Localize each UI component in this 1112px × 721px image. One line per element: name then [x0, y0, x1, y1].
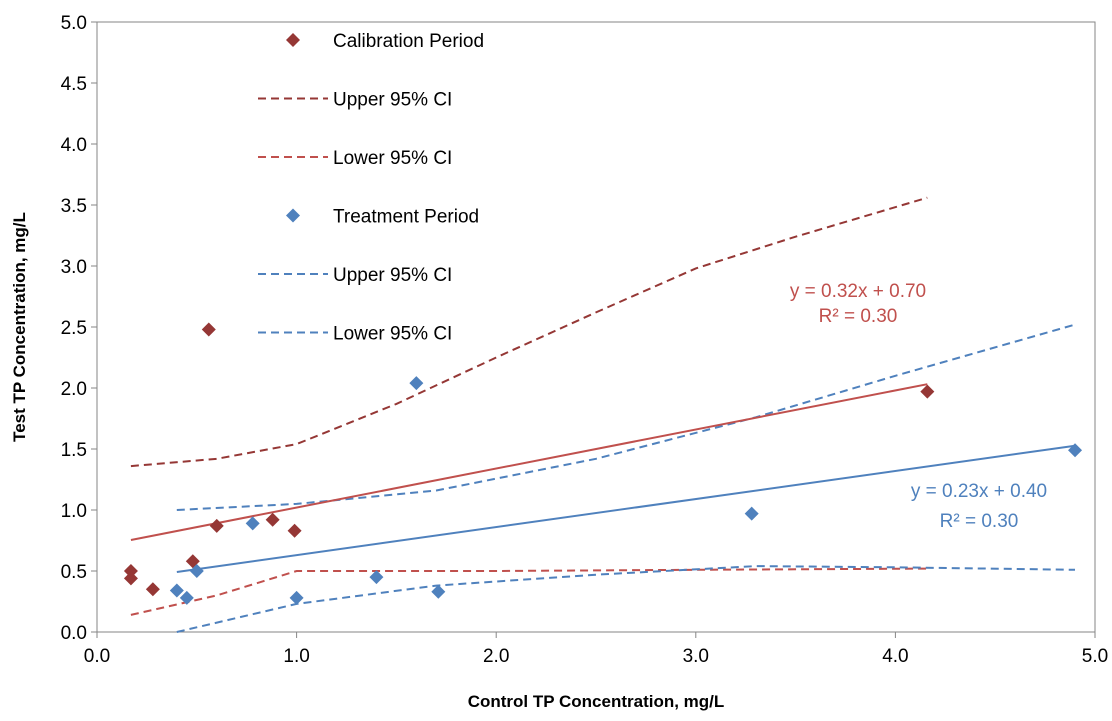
data-point: [287, 523, 302, 538]
legend-label: Upper 95% CI: [333, 265, 452, 286]
axes: 0.0 1.0 2.0 3.0 4.0 5.0 0.0 0.5 1.0 1.5 2.0 2.5 3.0 3…: [61, 13, 1109, 667]
data-point: [123, 564, 138, 578]
data-point: [744, 506, 759, 521]
x-tick-label: 4.0: [882, 646, 908, 667]
x-tick-label: 1.0: [283, 646, 309, 667]
y-axis-title: Test TP Concentration, mg/L: [10, 212, 29, 442]
data-point: [289, 590, 304, 605]
data-point: [920, 384, 935, 399]
data-point: [169, 583, 184, 598]
x-tick-label: 3.0: [683, 646, 709, 667]
trendline-equation: y = 0.32x + 0.70: [790, 281, 926, 302]
data-point: [265, 512, 280, 527]
trendline-annotations: y = 0.32x + 0.70 R² = 0.30 y = 0.23x + 0.4…: [790, 281, 1047, 532]
ci-curve: [176, 323, 1076, 511]
legend-item: Calibration Period: [286, 31, 484, 52]
y-tick-label: 2.5: [61, 318, 87, 339]
data-point: [1068, 443, 1083, 458]
legend-marker: [286, 208, 300, 223]
data-point: [189, 564, 204, 578]
y-tick-label: 1.0: [61, 501, 87, 522]
x-tick-label: 2.0: [483, 646, 509, 667]
trendline: [176, 444, 1076, 573]
y-tick-label: 4.5: [61, 74, 87, 95]
series-points: [123, 322, 1083, 605]
data-point: [369, 570, 384, 585]
data-point: [245, 516, 260, 531]
x-tick-label: 5.0: [1082, 646, 1108, 667]
y-tick-label: 1.5: [61, 440, 87, 461]
legend-label: Lower 95% CI: [333, 148, 452, 169]
data-point: [209, 518, 224, 533]
y-tick-label: 4.0: [61, 135, 87, 156]
y-tick-label: 0.0: [61, 623, 87, 644]
x-axis-title: Control TP Concentration, mg/L: [468, 692, 725, 711]
legend-label: Calibration Period: [333, 31, 484, 52]
data-point: [145, 582, 160, 597]
trendline: [130, 383, 928, 541]
legend-item: Upper 95% CI: [258, 90, 452, 111]
y-tick-label: 3.5: [61, 196, 87, 217]
legend-item: Lower 95% CI: [258, 324, 452, 345]
legend-item: Upper 95% CI: [258, 265, 452, 286]
legend: Calibration Period Upper 95% CI Lower 95% …: [258, 31, 484, 345]
y-tick-label: 3.0: [61, 257, 87, 278]
trendline-equation: y = 0.23x + 0.40: [911, 481, 1047, 502]
legend-label: Treatment Period: [333, 207, 479, 228]
legend-item: Treatment Period: [286, 207, 479, 228]
trendline-r-squared: R² = 0.30: [940, 511, 1019, 532]
x-tick-label: 0.0: [84, 646, 110, 667]
legend-label: Lower 95% CI: [333, 324, 452, 345]
trendline-r-squared: R² = 0.30: [819, 306, 898, 327]
y-tick-label: 2.0: [61, 379, 87, 400]
legend-marker: [286, 33, 300, 47]
data-point: [431, 584, 446, 599]
data-point: [179, 590, 194, 605]
legend-label: Upper 95% CI: [333, 90, 452, 111]
data-point: [123, 571, 138, 586]
y-tick-label: 5.0: [61, 13, 87, 34]
data-point: [409, 376, 424, 391]
y-tick-label: 0.5: [61, 562, 87, 583]
legend-item: Lower 95% CI: [258, 148, 452, 169]
data-point: [201, 322, 216, 337]
plot-area: [96, 21, 1096, 633]
